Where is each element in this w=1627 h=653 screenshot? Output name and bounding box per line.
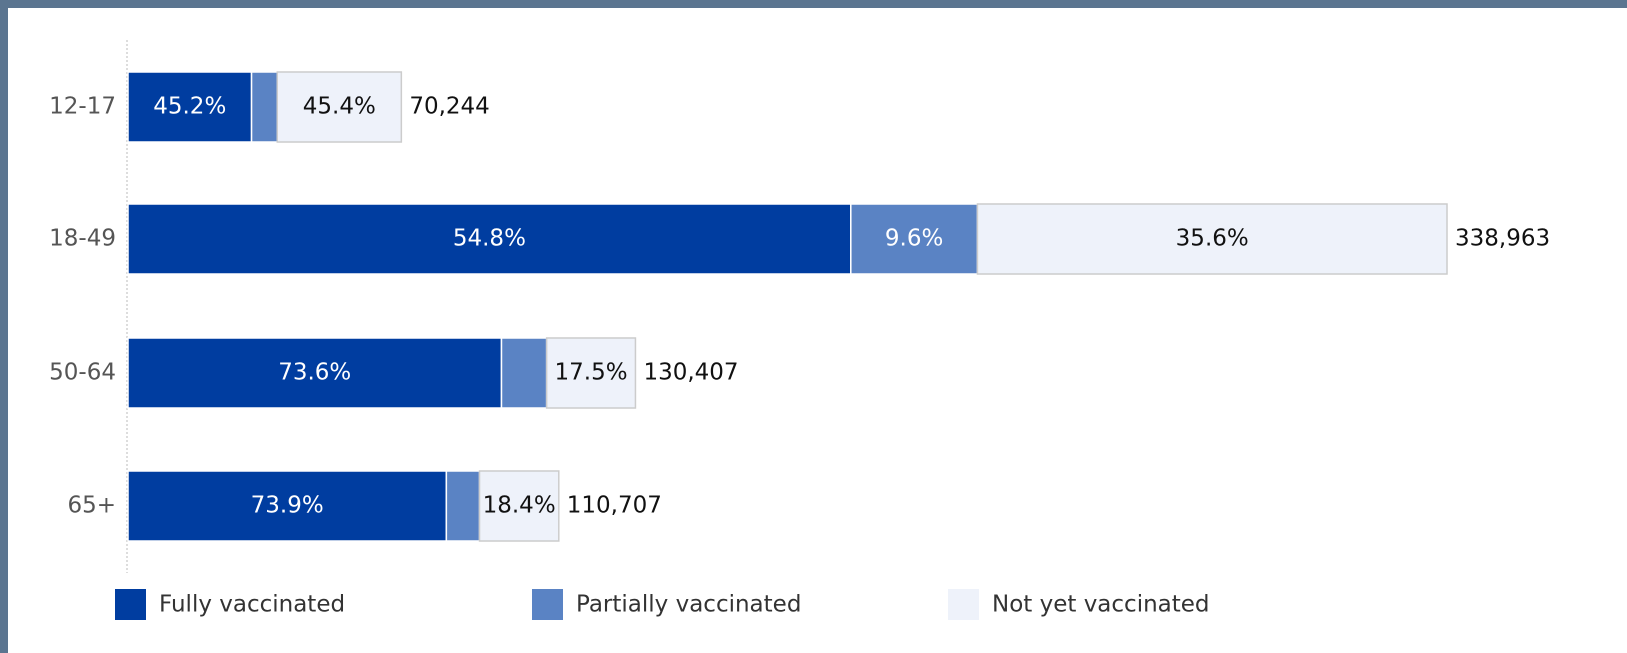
legend-swatch	[532, 589, 563, 620]
bar-segment	[478, 470, 560, 542]
legend-label: Partially vaccinated	[576, 592, 801, 618]
value-label: 17.5%	[555, 360, 628, 386]
bar-segment	[545, 337, 637, 409]
value-label: 54.8%	[453, 226, 526, 252]
bar-segment	[127, 71, 253, 143]
value-label: 73.6%	[278, 360, 351, 386]
bar-segment	[127, 470, 448, 542]
value-label: 45.4%	[303, 94, 376, 120]
legend-label: Not yet vaccinated	[992, 592, 1210, 618]
total-label: 338,963	[1455, 226, 1550, 252]
value-label: 18.4%	[483, 493, 556, 519]
bar-segment	[976, 203, 1448, 275]
legend-label: Fully vaccinated	[159, 592, 345, 618]
category-label: 65+	[67, 493, 116, 519]
chart: 12-17 45.2% 45.4% 70,244 18-49 54.8% 9.6% 35.6%…	[8, 8, 1627, 653]
bar-segment	[127, 337, 503, 409]
bar-segment	[850, 203, 979, 275]
value-label: 45.2%	[153, 94, 226, 120]
total-label: 70,244	[409, 94, 489, 120]
category-label: 18-49	[49, 226, 116, 252]
value-label: 9.6%	[885, 226, 943, 252]
bar-segment	[445, 470, 481, 542]
bar-segment	[127, 203, 852, 275]
bar-segment	[276, 71, 403, 143]
category-label: 12-17	[49, 94, 116, 120]
category-label: 50-64	[49, 360, 116, 386]
bar-segment	[500, 337, 548, 409]
legend-swatch	[948, 589, 979, 620]
bar-segment	[250, 71, 278, 143]
value-label: 35.6%	[1176, 226, 1249, 252]
value-label: 73.9%	[251, 493, 324, 519]
total-label: 110,707	[567, 493, 662, 519]
legend-swatch	[115, 589, 146, 620]
total-label: 130,407	[643, 360, 738, 386]
